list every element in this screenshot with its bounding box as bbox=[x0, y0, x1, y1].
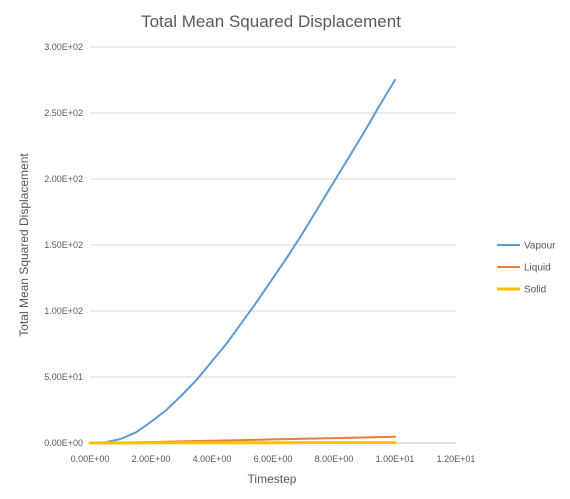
chart-title: Total Mean Squared Displacement bbox=[141, 12, 401, 31]
y-tick-label: 3.00E+02 bbox=[44, 42, 83, 52]
series-line-vapour bbox=[89, 79, 396, 444]
y-tick-label: 2.00E+02 bbox=[44, 174, 83, 184]
y-axis-ticks: 0.00E+00 5.00E+01 1.00E+02 1.50E+02 2.00E+02… bbox=[44, 42, 83, 448]
x-tick-label: 0.00E+00 bbox=[71, 454, 110, 464]
gridlines bbox=[90, 46, 456, 444]
y-tick-label: 0.00E+00 bbox=[44, 438, 83, 448]
x-tick-label: 2.00E+00 bbox=[132, 454, 171, 464]
x-tick-label: 6.00E+00 bbox=[254, 454, 293, 464]
y-axis-title: Total Mean Squared Displacement bbox=[17, 153, 31, 337]
y-tick-label: 5.00E+01 bbox=[44, 372, 83, 382]
x-tick-label: 8.00E+00 bbox=[315, 454, 354, 464]
y-tick-label: 1.00E+02 bbox=[44, 306, 83, 316]
legend-label-vapour: Vapour bbox=[524, 241, 556, 252]
legend: Vapour Liquid Solid bbox=[497, 241, 556, 296]
x-tick-label: 4.00E+00 bbox=[193, 454, 232, 464]
legend-label-solid: Solid bbox=[524, 285, 546, 296]
x-axis-title: Timestep bbox=[248, 472, 297, 486]
x-tick-label: 1.20E+01 bbox=[437, 454, 476, 464]
y-tick-label: 2.50E+02 bbox=[44, 108, 83, 118]
x-axis-ticks: 0.00E+00 2.00E+00 4.00E+00 6.00E+00 8.00E+00… bbox=[71, 454, 476, 464]
series-lines bbox=[88, 79, 397, 445]
y-tick-label: 1.50E+02 bbox=[44, 240, 83, 250]
x-tick-label: 1.00E+01 bbox=[376, 454, 415, 464]
legend-label-liquid: Liquid bbox=[524, 263, 551, 274]
